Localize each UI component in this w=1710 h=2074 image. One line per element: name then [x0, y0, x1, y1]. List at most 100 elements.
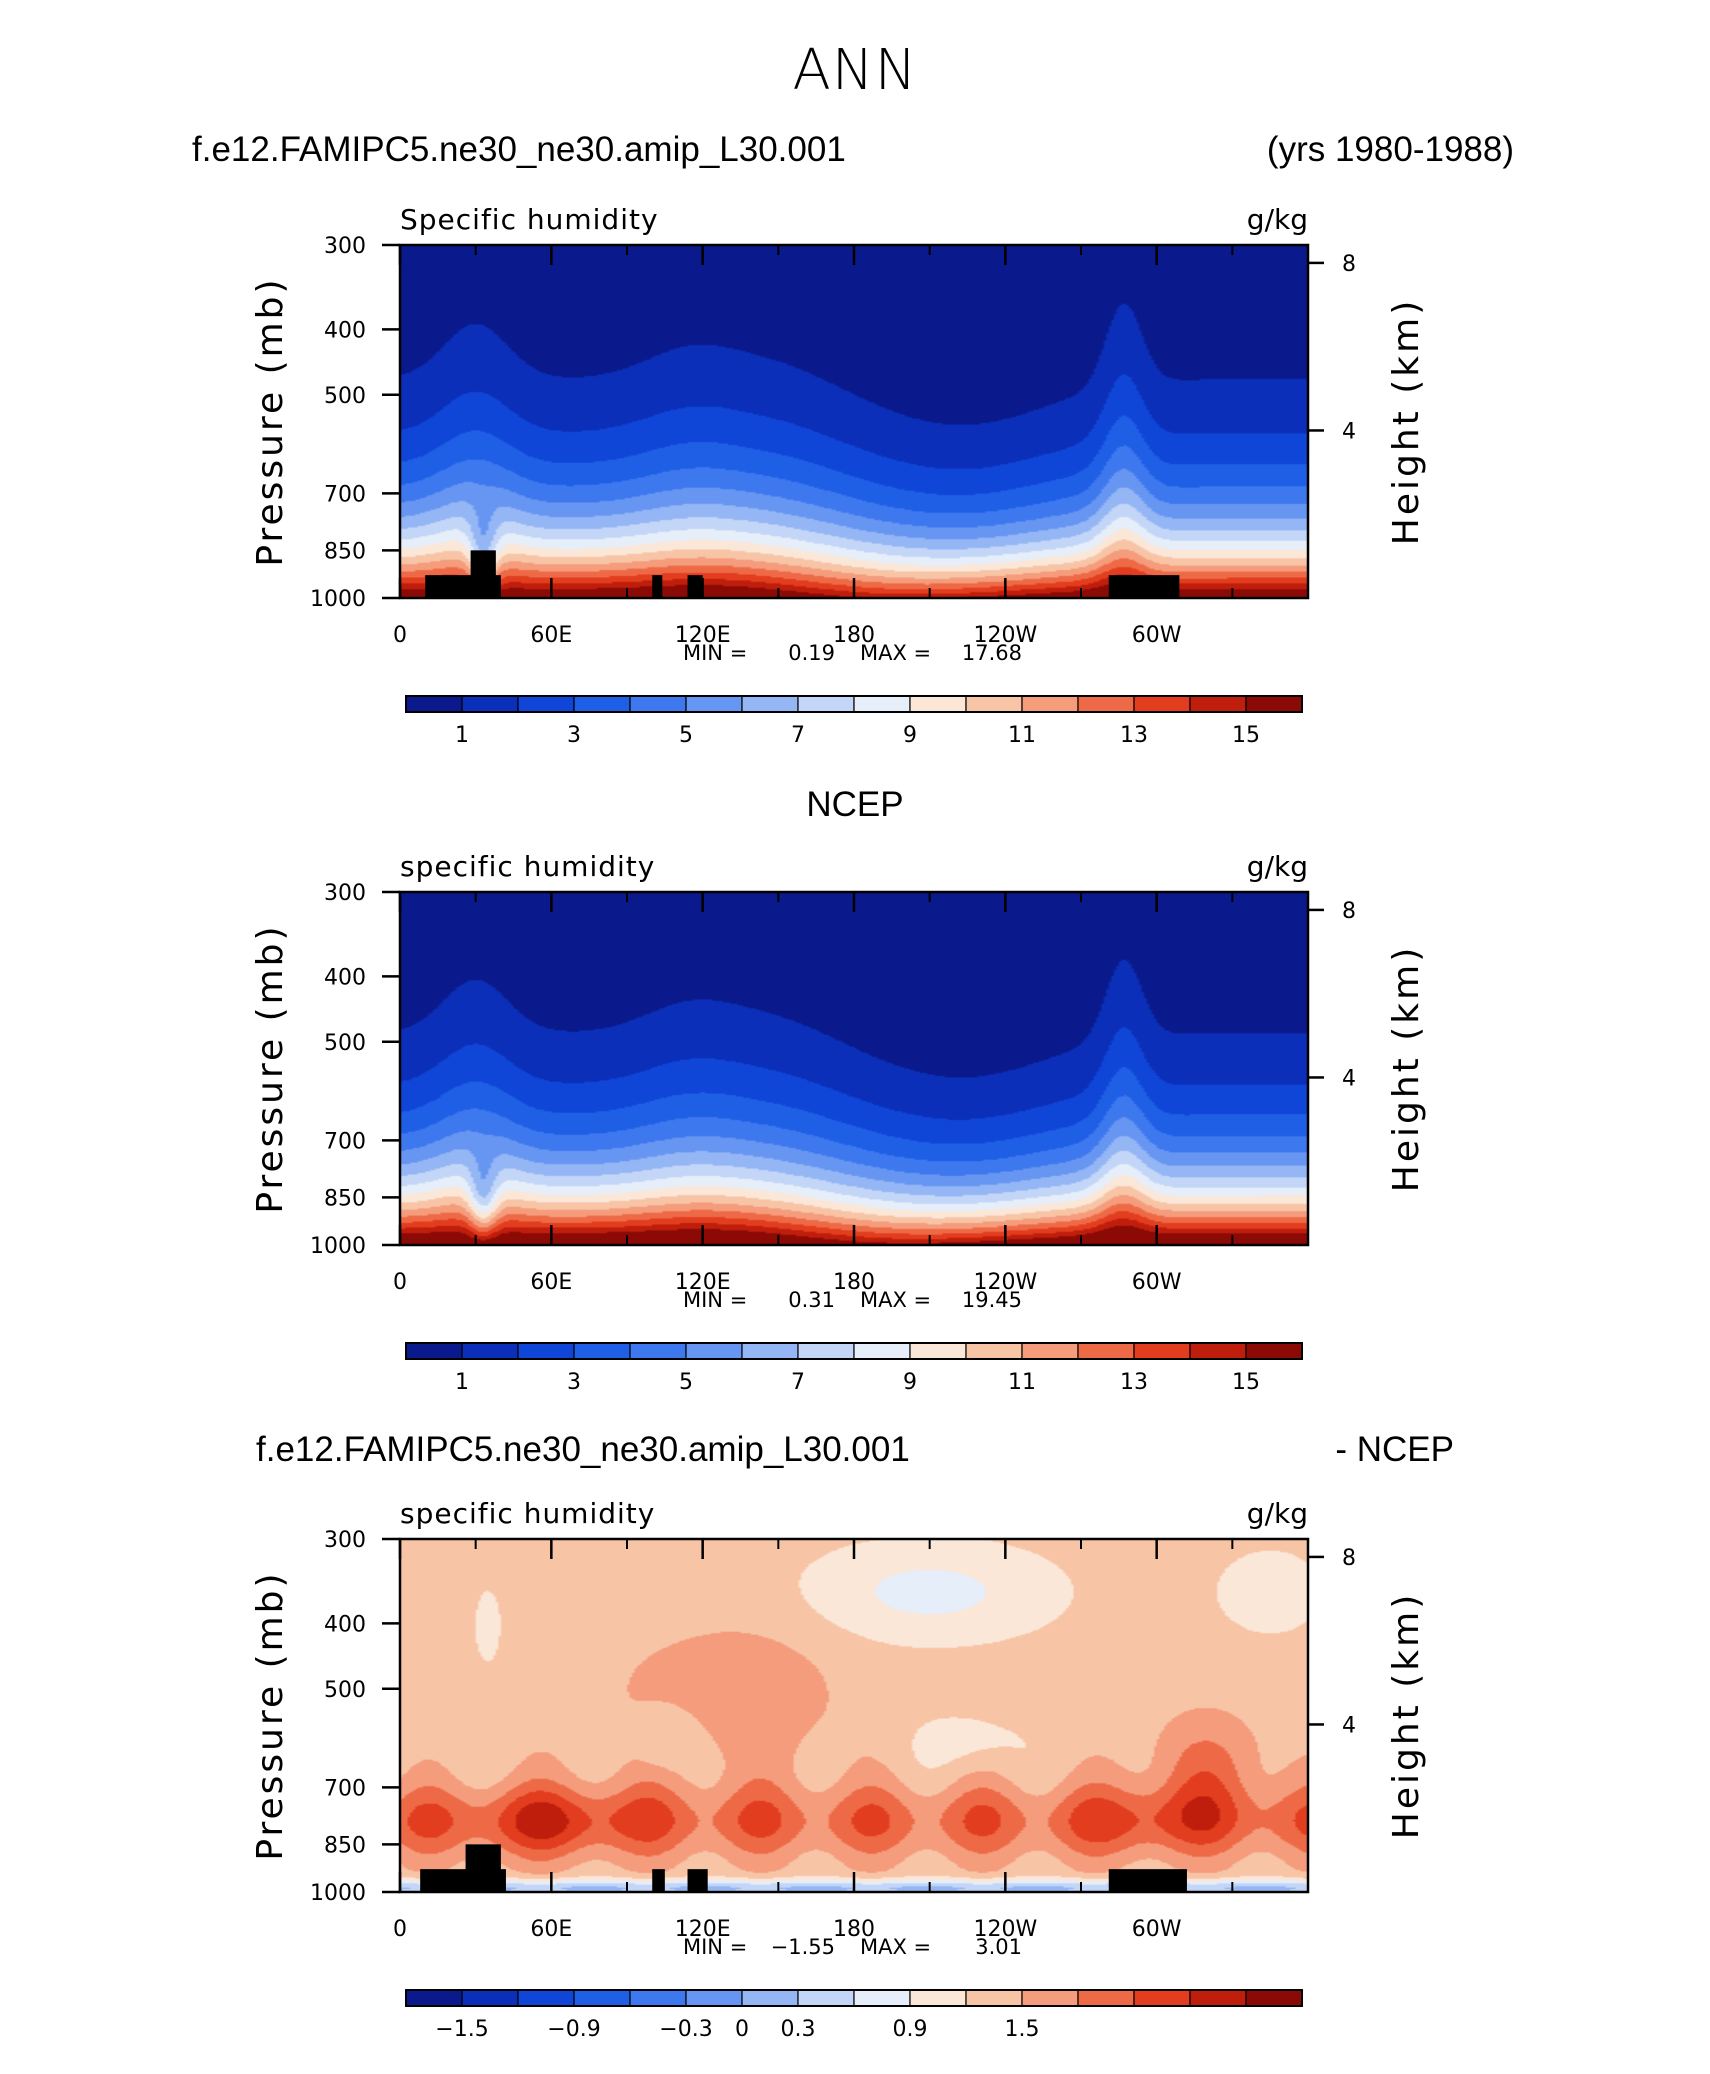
colorbar-swatch [685, 1342, 743, 1360]
colorbar-swatch [629, 695, 687, 713]
max-value: 19.45 [962, 1288, 1022, 1312]
colorbar-label: 15 [1232, 723, 1260, 748]
colorbar-swatch [965, 695, 1023, 713]
min-value: 0.19 [788, 641, 835, 665]
colorbar-swatch [1245, 1342, 1303, 1360]
colorbar-swatch [797, 695, 855, 713]
y-tick-label: 850 [324, 1186, 366, 1211]
colorbar-swatch [685, 695, 743, 713]
topography-mask [1108, 575, 1180, 598]
y-axis-title: Pressure (mb) [250, 1570, 291, 1860]
y-tick-label: 700 [324, 482, 366, 507]
topography-mask [652, 1869, 665, 1892]
colorbar-label: 0.9 [893, 2017, 928, 2042]
colorbar-swatch [909, 1989, 967, 2007]
colorbar-swatch [461, 1989, 519, 2007]
colorbar-swatch [461, 695, 519, 713]
units-label: g/kg [1247, 203, 1308, 236]
panel-model: 0 60E 120E 180 120W 60W 300 400 500 700 850 1000 8 4 S… [0, 190, 1710, 800]
y-right-axis-title: Height (km) [1386, 1592, 1427, 1839]
colorbar-swatch [517, 695, 575, 713]
max-label: MAX = [860, 1288, 931, 1312]
variable-label: Specific humidity [400, 203, 659, 236]
field-raster [400, 892, 1308, 1245]
max-label: MAX = [860, 1935, 931, 1959]
diff-suffix-label: - NCEP [1335, 1430, 1454, 1469]
colorbar-swatch [517, 1989, 575, 2007]
max-value: 3.01 [975, 1935, 1022, 1959]
colorbar-label: 1 [455, 723, 469, 748]
colorbar-swatch [853, 695, 911, 713]
y-tick-label: 300 [324, 881, 366, 906]
y-tick-label: 400 [324, 1612, 366, 1637]
y-right-axis-title: Height (km) [1386, 945, 1427, 1192]
colorbar-label: 9 [903, 1370, 917, 1395]
height-tick-label: 8 [1342, 899, 1356, 924]
colorbar-label: 3 [567, 723, 581, 748]
colorbar-label: 11 [1008, 723, 1036, 748]
topography-mask [465, 1844, 501, 1892]
colorbar-swatch [741, 1989, 799, 2007]
x-tick-label: 60W [1132, 623, 1182, 648]
x-tick-label: 180 [833, 623, 875, 648]
y-tick-label: 500 [324, 1031, 366, 1056]
x-tick-label: 0 [393, 1917, 407, 1942]
colorbar-label: 15 [1232, 1370, 1260, 1395]
colorbar-swatch [1077, 1342, 1135, 1360]
colorbar-swatch [853, 1989, 911, 2007]
y-tick-label: 300 [324, 1528, 366, 1553]
colorbar-frame [405, 1342, 1303, 1360]
height-tick-label: 8 [1342, 252, 1356, 277]
colorbar-label: 9 [903, 723, 917, 748]
y-right-axis-title: Height (km) [1386, 298, 1427, 545]
y-tick-label: 400 [324, 965, 366, 990]
colorbar-swatch [685, 1989, 743, 2007]
y-tick-label: 1000 [310, 1234, 366, 1259]
topography-mask [1108, 1869, 1187, 1892]
panel-ncep-svg: 0 60E 120E 180 120W 60W 300 400 500 700 850 1000 8 4 s… [250, 850, 1427, 1395]
min-label: MIN = [683, 1935, 747, 1959]
x-tick-label: 60W [1132, 1270, 1182, 1295]
x-tick-label: 60E [530, 623, 572, 648]
colorbar-label: 11 [1008, 1370, 1036, 1395]
x-tick-label: 60W [1132, 1917, 1182, 1942]
min-label: MIN = [683, 1288, 747, 1312]
colorbar-swatch [1021, 1989, 1079, 2007]
colorbar-label: −0.3 [659, 2017, 712, 2042]
x-tick-label: 120W [973, 1270, 1037, 1295]
height-tick-label: 8 [1342, 1546, 1356, 1571]
topography-mask [652, 575, 663, 598]
colorbar-swatch [741, 1342, 799, 1360]
y-tick-label: 850 [324, 539, 366, 564]
colorbar-swatch [1133, 1989, 1191, 2007]
x-tick-label: 180 [833, 1917, 875, 1942]
colorbar-swatch [1077, 1989, 1135, 2007]
colorbar-swatch [1245, 1989, 1303, 2007]
panel-diff: 0 60E 120E 180 120W 60W 300 400 500 700 850 1000 8 4 s… [0, 1484, 1710, 2074]
colorbar-label: 0 [735, 2017, 749, 2042]
y-axis-title: Pressure (mb) [250, 923, 291, 1213]
field-raster [400, 245, 1308, 598]
variable-label: specific humidity [400, 850, 655, 883]
colorbar-swatch [1021, 1342, 1079, 1360]
colorbar-label: 1 [455, 1370, 469, 1395]
y-tick-label: 700 [324, 1776, 366, 1801]
y-tick-label: 500 [324, 384, 366, 409]
colorbar-swatch [1133, 695, 1191, 713]
colorbar-swatch [853, 1342, 911, 1360]
y-tick-label: 1000 [310, 587, 366, 612]
page-title: ANN [792, 38, 918, 103]
colorbar-swatch [405, 1989, 463, 2007]
colorbar-swatch [629, 1989, 687, 2007]
x-tick-label: 0 [393, 623, 407, 648]
colorbar-swatch [517, 1342, 575, 1360]
max-label: MAX = [860, 641, 931, 665]
x-tick-label: 60E [530, 1270, 572, 1295]
panel-diff-svg: 0 60E 120E 180 120W 60W 300 400 500 700 850 1000 8 4 s… [250, 1497, 1427, 2042]
colorbar-swatch [1245, 695, 1303, 713]
x-tick-label: 180 [833, 1270, 875, 1295]
colorbar-label: 13 [1120, 1370, 1148, 1395]
min-label: MIN = [683, 641, 747, 665]
panel-model-svg: 0 60E 120E 180 120W 60W 300 400 500 700 850 1000 8 4 S… [250, 203, 1427, 748]
